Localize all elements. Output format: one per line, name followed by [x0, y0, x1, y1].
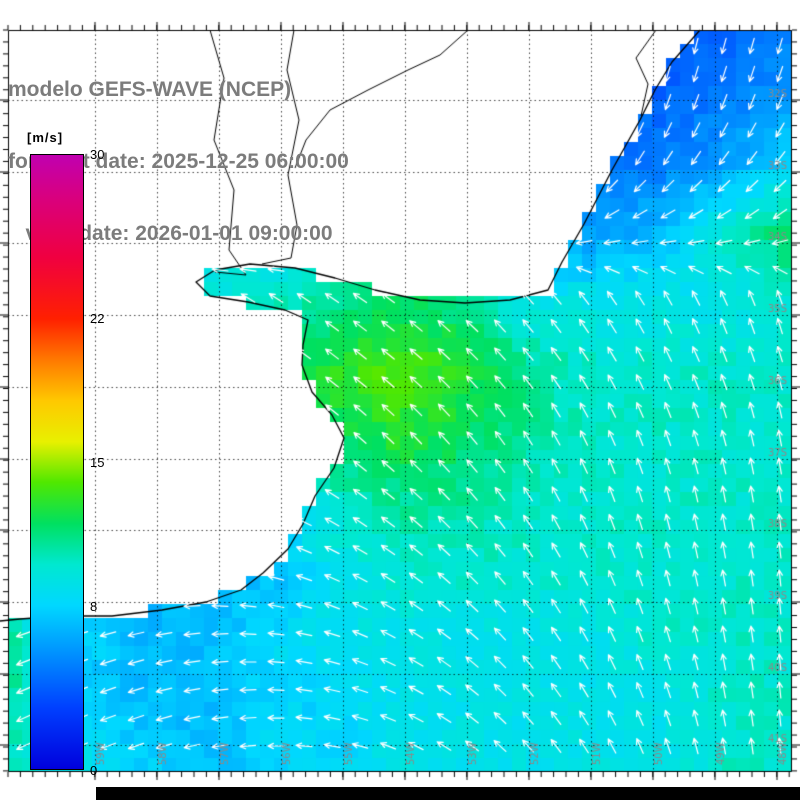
colorbar-tick-label: 15	[90, 455, 105, 470]
forecast-date-line: forecast date: 2025-12-25 06:00:00	[8, 150, 349, 173]
colorbar-tick-label: 8	[90, 598, 98, 614]
colorbar-tick-label: 30	[90, 147, 105, 162]
footer-bar	[96, 787, 800, 800]
title-block: modelo GEFS-WAVE (NCEP) forecast date: 2…	[8, 30, 349, 294]
colorbar-tick-label: 0	[90, 763, 98, 778]
colorbar	[30, 154, 84, 770]
colorbar-unit-label: [m/s]	[27, 130, 64, 145]
model-title: modelo GEFS-WAVE (NCEP)	[8, 78, 292, 101]
colorbar-tick-label: 22	[90, 311, 105, 327]
